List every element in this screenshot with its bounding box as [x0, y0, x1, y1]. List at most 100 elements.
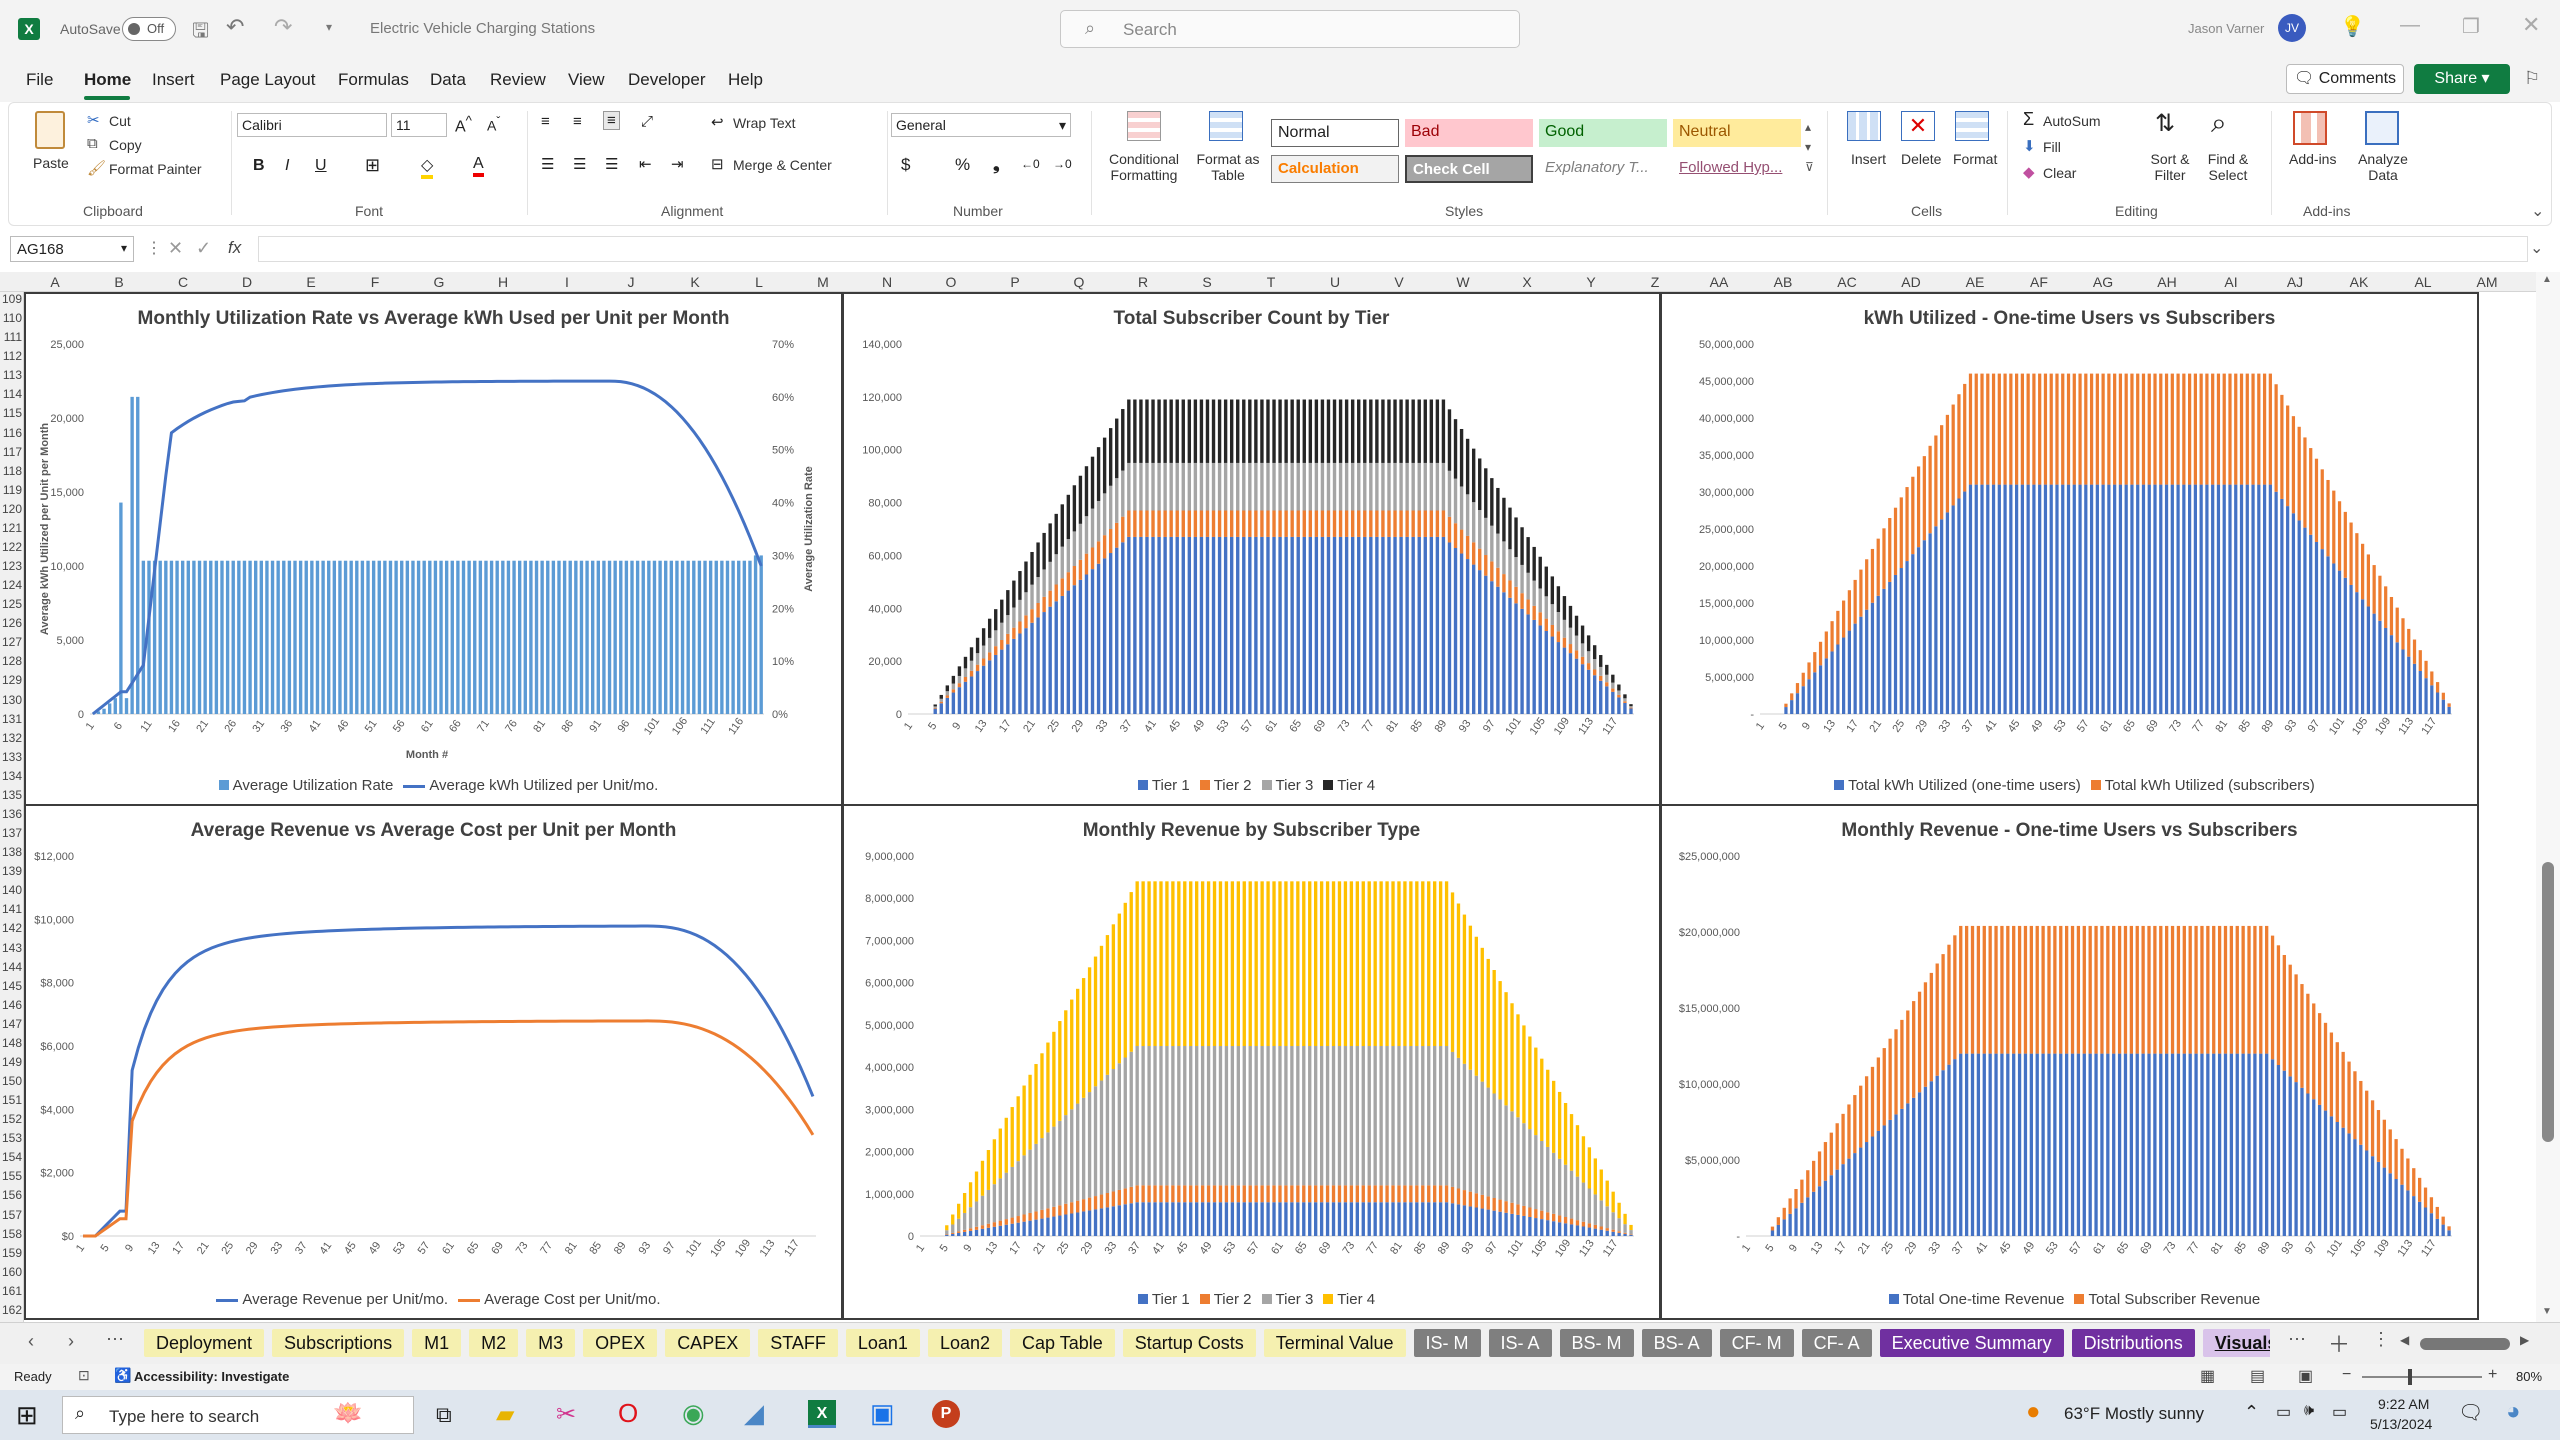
- column-header[interactable]: J: [627, 274, 635, 290]
- format-cells-button[interactable]: Format: [1953, 151, 1998, 167]
- row-header[interactable]: 129: [1, 673, 22, 688]
- percent-icon[interactable]: %: [955, 155, 971, 174]
- chrome-icon[interactable]: ◉: [682, 1398, 705, 1428]
- column-header[interactable]: G: [433, 274, 445, 290]
- accessibility-status[interactable]: Accessibility: Investigate: [134, 1369, 290, 1384]
- chart-revenue-vs-cost[interactable]: Average Revenue vs Average Cost per Unit…: [24, 804, 843, 1320]
- sheet-tab[interactable]: Executive Summary: [1879, 1329, 2064, 1357]
- name-box[interactable]: AG168 ▾: [10, 236, 134, 262]
- file-title[interactable]: Electric Vehicle Charging Stations: [370, 20, 596, 37]
- row-header[interactable]: 126: [1, 616, 22, 631]
- addins-button[interactable]: Add-ins: [2289, 151, 2337, 167]
- tab-help[interactable]: Help: [728, 70, 763, 89]
- row-header[interactable]: 119: [2, 482, 22, 497]
- increase-indent-icon[interactable]: ⇥: [671, 156, 684, 173]
- row-header[interactable]: 113: [2, 368, 22, 383]
- sheet-tab[interactable]: Distributions: [2071, 1329, 2195, 1357]
- column-header[interactable]: AH: [2157, 274, 2177, 290]
- column-header[interactable]: V: [1394, 274, 1404, 290]
- row-header[interactable]: 144: [1, 959, 22, 974]
- normal-view-icon[interactable]: ▦: [2200, 1368, 2216, 1385]
- font-color-icon[interactable]: A: [473, 155, 484, 177]
- column-header[interactable]: E: [306, 274, 316, 290]
- taskbar-search[interactable]: ⌕ Type here to search 🪷: [62, 1396, 414, 1434]
- row-header[interactable]: 122: [1, 539, 22, 554]
- copilot-icon[interactable]: ◕: [2506, 1398, 2521, 1425]
- next-sheet-icon[interactable]: ›: [68, 1331, 74, 1351]
- sheet-tab[interactable]: M2: [469, 1329, 519, 1357]
- decrease-decimal-icon[interactable]: →0: [1053, 157, 1072, 171]
- style-good[interactable]: Good: [1539, 119, 1667, 147]
- row-header[interactable]: 162: [1, 1302, 22, 1317]
- row-header[interactable]: 120: [1, 501, 22, 516]
- italic-icon[interactable]: I: [285, 157, 290, 174]
- task-view-icon[interactable]: ⧉: [436, 1402, 452, 1427]
- minimize-icon[interactable]: —: [2400, 14, 2420, 36]
- chart-kwh-onetime-vs-subscribers[interactable]: kWh Utilized - One-time Users vs Subscri…: [1660, 292, 2479, 806]
- column-header[interactable]: U: [1329, 274, 1341, 290]
- search-box[interactable]: ⌕ Search: [1060, 10, 1520, 48]
- align-right-icon[interactable]: ☰: [605, 156, 619, 173]
- prev-sheet-icon[interactable]: ‹: [28, 1331, 34, 1351]
- column-header[interactable]: O: [945, 274, 957, 290]
- sheet-tab[interactable]: CF- M: [1719, 1329, 1794, 1357]
- row-header[interactable]: 153: [1, 1131, 22, 1146]
- column-header[interactable]: AG: [2092, 274, 2114, 290]
- sheet-tab[interactable]: BS- A: [1641, 1329, 1712, 1357]
- autosum-button[interactable]: AutoSum: [2043, 113, 2101, 129]
- tab-file[interactable]: File: [26, 70, 54, 89]
- styles-scroll-icon[interactable]: ▴ ▾ ⊽: [1805, 120, 1814, 174]
- hscroll-right-icon[interactable]: ▶: [2520, 1333, 2530, 1347]
- column-header[interactable]: T: [1266, 274, 1276, 290]
- macro-record-icon[interactable]: ⊡: [78, 1367, 90, 1383]
- row-header[interactable]: 152: [1, 1112, 22, 1127]
- chart-utilization-vs-kwh[interactable]: Monthly Utilization Rate vs Average kWh …: [24, 292, 843, 806]
- snipping-tool-icon[interactable]: ✂: [556, 1401, 577, 1428]
- avatar[interactable]: JV: [2278, 14, 2306, 42]
- format-painter-button[interactable]: Format Painter: [109, 161, 202, 177]
- style-check-cell[interactable]: Check Cell: [1405, 155, 1533, 183]
- style-bad[interactable]: Bad: [1405, 119, 1533, 147]
- sort-filter-button[interactable]: Sort & Filter: [2150, 151, 2190, 183]
- decrease-indent-icon[interactable]: ⇤: [639, 156, 652, 173]
- zoom-in-icon[interactable]: +: [2488, 1366, 2498, 1383]
- sheet-tab[interactable]: CAPEX: [665, 1329, 751, 1357]
- style-followed-hyperlink[interactable]: Followed Hyp...: [1679, 159, 1783, 176]
- sheet-tab[interactable]: Deployment: [144, 1329, 265, 1357]
- column-header[interactable]: D: [241, 274, 253, 290]
- photos-icon[interactable]: ▣: [870, 1398, 895, 1428]
- currency-icon[interactable]: $: [901, 155, 911, 174]
- expand-formula-icon[interactable]: ⌄: [2530, 240, 2544, 257]
- sheet-tab[interactable]: CF- A: [1801, 1329, 1872, 1357]
- horizontal-scroll-thumb[interactable]: [2420, 1338, 2510, 1350]
- style-calculation[interactable]: Calculation: [1271, 155, 1399, 183]
- weather-icon[interactable]: ●: [2026, 1398, 2041, 1425]
- row-header[interactable]: 118: [2, 463, 22, 478]
- formula-input[interactable]: [258, 236, 2528, 262]
- sheet-tab[interactable]: STAFF: [758, 1329, 838, 1357]
- lightbulb-icon[interactable]: 💡: [2340, 16, 2365, 38]
- borders-icon[interactable]: ⊞: [365, 155, 381, 175]
- column-header[interactable]: L: [755, 274, 763, 290]
- excel-taskbar-icon[interactable]: X: [808, 1400, 836, 1428]
- page-break-view-icon[interactable]: ▣: [2298, 1368, 2314, 1385]
- vertical-scrollbar[interactable]: ▲ ▼: [2536, 272, 2560, 1322]
- column-header[interactable]: C: [177, 274, 189, 290]
- tab-formulas[interactable]: Formulas: [338, 70, 409, 89]
- column-header[interactable]: K: [690, 274, 700, 290]
- add-sheet-icon[interactable]: ＋: [2328, 1332, 2351, 1357]
- row-header[interactable]: 141: [1, 902, 22, 917]
- clear-button[interactable]: Clear: [2043, 165, 2077, 181]
- paste-button[interactable]: Paste: [33, 155, 69, 171]
- row-header[interactable]: 137: [1, 826, 22, 841]
- row-header[interactable]: 134: [1, 768, 22, 783]
- comments-button[interactable]: 🗨 Comments: [2286, 64, 2404, 94]
- restore-icon[interactable]: ❐: [2462, 16, 2480, 38]
- column-header[interactable]: AM: [2476, 274, 2498, 290]
- column-header[interactable]: Y: [1586, 274, 1596, 290]
- row-header[interactable]: 155: [1, 1169, 22, 1184]
- number-format-select[interactable]: General ▾: [891, 113, 1071, 137]
- column-header[interactable]: B: [114, 274, 124, 290]
- tab-insert[interactable]: Insert: [152, 70, 195, 89]
- column-header[interactable]: P: [1010, 274, 1020, 290]
